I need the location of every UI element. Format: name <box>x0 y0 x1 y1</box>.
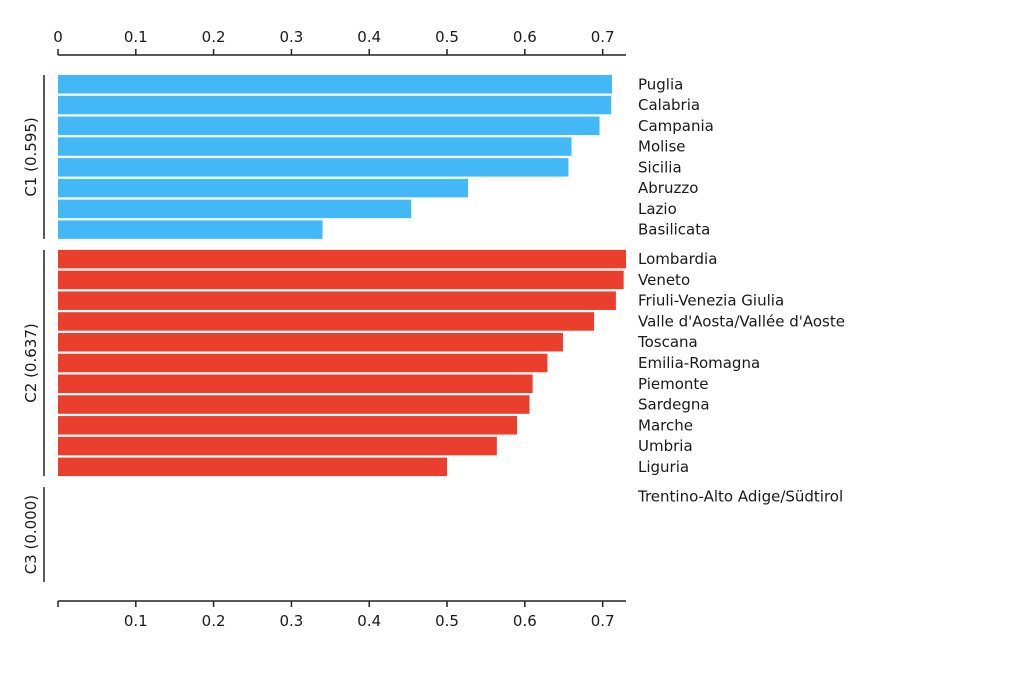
bars <box>58 75 626 477</box>
category-label: Basilicata <box>638 221 710 239</box>
bar <box>58 291 616 310</box>
category-label: Calabria <box>638 96 700 114</box>
bar <box>58 116 600 136</box>
bar <box>58 158 569 177</box>
bottom-tick-label: 0.2 <box>202 612 226 630</box>
bar <box>58 137 572 156</box>
top-tick-label: 0.3 <box>279 28 303 46</box>
bar <box>58 374 533 394</box>
bar <box>58 436 497 456</box>
bottom-tick-label: 0.5 <box>435 612 459 630</box>
top-axis: 0 0.1 0.2 0.3 0.4 0.5 0.6 0.7 <box>53 28 626 56</box>
top-tick-label: 0.5 <box>435 28 459 46</box>
category-label: Trentino-Alto Adige/Südtirol <box>637 487 843 505</box>
bar <box>58 199 412 219</box>
bar <box>58 220 323 239</box>
category-label: Sardegna <box>638 396 710 414</box>
category-label: Sicilia <box>638 158 682 176</box>
bottom-axis: 0.1 0.2 0.3 0.4 0.5 0.6 0.7 <box>57 600 626 630</box>
category-label: Lazio <box>638 200 677 218</box>
category-label: Veneto <box>638 271 690 289</box>
bar <box>58 416 518 435</box>
top-tick-label: 0.7 <box>591 28 615 46</box>
top-tick-label: 0 <box>53 28 63 46</box>
bar <box>58 353 548 373</box>
group-label: C3 (0.000) <box>22 495 40 574</box>
category-label: Abruzzo <box>638 179 698 197</box>
group-label: C2 (0.637) <box>22 323 40 402</box>
category-label: Campania <box>638 117 714 135</box>
bar <box>58 178 469 198</box>
bar <box>58 95 612 115</box>
category-label: Molise <box>638 138 686 156</box>
bottom-tick-label: 0.3 <box>279 612 303 630</box>
category-label: Toscana <box>637 333 698 351</box>
bar <box>58 312 595 331</box>
category-label: Puglia <box>638 75 683 93</box>
cluster-groups: C1 (0.595) C2 (0.637) C3 (0.000) <box>22 75 45 583</box>
top-tick-label: 0.1 <box>124 28 148 46</box>
bar <box>58 332 563 352</box>
group-label: C1 (0.595) <box>22 117 40 196</box>
bottom-tick-label: 0.6 <box>513 612 537 630</box>
bar <box>58 270 624 290</box>
category-labels: Puglia Calabria Campania Molise Sicilia Abruz… <box>637 75 845 505</box>
bottom-tick-label: 0.1 <box>124 612 148 630</box>
top-tick-label: 0.2 <box>202 28 226 46</box>
category-label: Lombardia <box>638 250 717 268</box>
category-label: Emilia-Romagna <box>638 354 760 372</box>
bar <box>58 75 612 94</box>
bar <box>58 249 626 269</box>
category-label: Valle d'Aosta/Vallée d'Aoste <box>638 312 845 330</box>
top-tick-label: 0.6 <box>513 28 537 46</box>
bar <box>58 457 448 477</box>
category-label: Piemonte <box>638 375 709 393</box>
category-label: Umbria <box>638 437 693 455</box>
category-label: Friuli-Venezia Giulia <box>638 292 784 310</box>
category-label: Marche <box>638 416 693 434</box>
category-label: Liguria <box>638 458 689 476</box>
bar <box>58 395 530 414</box>
bottom-tick-label: 0.4 <box>357 612 381 630</box>
bottom-tick-label: 0.7 <box>591 612 615 630</box>
top-tick-label: 0.4 <box>357 28 381 46</box>
